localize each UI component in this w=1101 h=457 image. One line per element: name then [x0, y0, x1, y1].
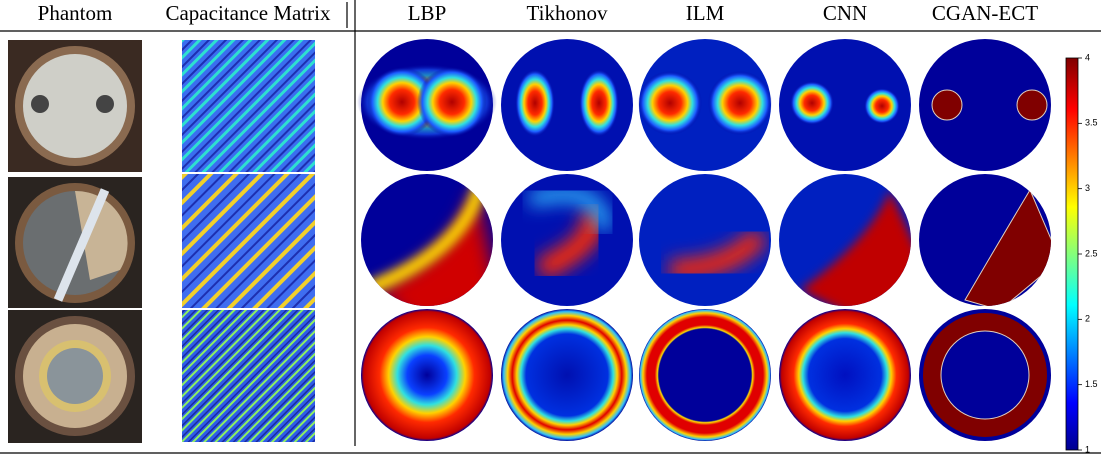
colorbar-tick-label: 4: [1085, 52, 1090, 62]
reconstructions-row2: [361, 174, 1051, 306]
capacitance-matrices: [182, 40, 315, 442]
reconstructions-row3: [361, 309, 1051, 441]
column-header: CGAN-ECT: [932, 1, 1038, 25]
colorbar-tick-label: 2.5: [1085, 248, 1098, 258]
column-header: Tikhonov: [527, 1, 608, 25]
colorbar-tick-label: 1: [1085, 444, 1090, 454]
column-header: LBP: [408, 1, 447, 25]
colorbar-tick-label: 2: [1085, 314, 1090, 324]
reconstructions-row1: [357, 39, 1051, 171]
headers: Phantom Capacitance Matrix LBP Tikhonov …: [38, 1, 1039, 25]
column-header: CNN: [823, 1, 867, 25]
colorbar-tick-label: 3.5: [1085, 118, 1098, 128]
column-header: Phantom: [38, 1, 113, 25]
phantom-photos: [8, 40, 142, 443]
colorbar-scale: [1065, 57, 1079, 451]
colorbar-tick-label: 1.5: [1085, 379, 1098, 389]
colorbar: 1 1.5 2 2.5 3 3.5 4: [1065, 52, 1098, 454]
colorbar-tick-label: 3: [1085, 183, 1090, 193]
column-header: ILM: [686, 1, 725, 25]
column-header: Capacitance Matrix: [165, 1, 331, 25]
